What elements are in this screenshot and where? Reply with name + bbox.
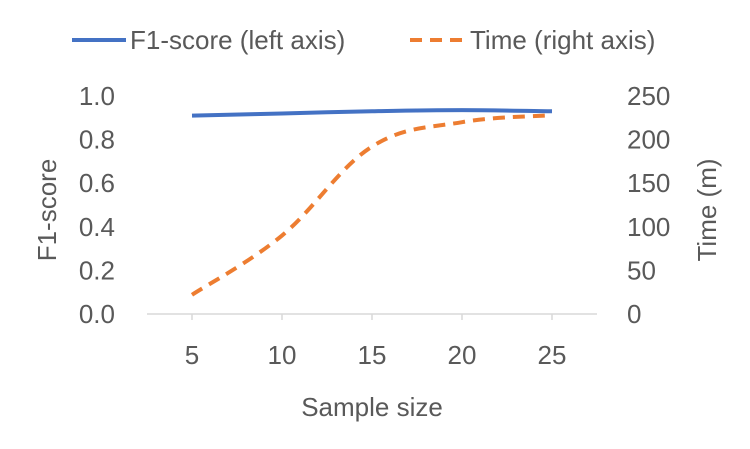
x-tick-label: 25 — [538, 340, 567, 370]
legend-label-f1-score: F1-score (left axis) — [130, 25, 345, 55]
y-right-tick-label: 150 — [627, 168, 670, 198]
y-right-tick-label: 0 — [627, 299, 641, 329]
x-tick-label: 10 — [268, 340, 297, 370]
y-left-tick-label: 0.4 — [79, 212, 115, 242]
y-right-tick-label: 50 — [627, 255, 656, 285]
legend-label-time: Time (right axis) — [470, 25, 655, 55]
y-left-tick-label: 0.6 — [79, 168, 115, 198]
y-left-tick-label: 0.0 — [79, 299, 115, 329]
series-line-f1-score — [191, 108, 553, 118]
x-tick-label: 5 — [185, 340, 199, 370]
y-right-axis-ticks: 0 50 100 150 200 250 — [627, 81, 670, 329]
series-layer — [190, 108, 553, 297]
y-right-tick-label: 200 — [627, 125, 670, 155]
x-axis-title: Sample size — [301, 392, 443, 422]
y-left-tick-label: 0.2 — [79, 255, 115, 285]
y-right-tick-label: 250 — [627, 81, 670, 111]
x-tick-label: 15 — [358, 340, 387, 370]
legend: F1-score (left axis) Time (right axis) — [72, 25, 655, 55]
y-right-axis-title: Time (m) — [692, 158, 722, 261]
y-right-tick-label: 100 — [627, 212, 670, 242]
y-left-tick-label: 1.0 — [79, 81, 115, 111]
y-left-tick-label: 0.8 — [79, 125, 115, 155]
x-tick-label: 20 — [448, 340, 477, 370]
y-left-axis-title: F1-score — [32, 159, 62, 262]
y-left-axis-ticks: 0.0 0.2 0.4 0.6 0.8 1.0 — [79, 81, 115, 329]
x-axis-ticks: 5 10 15 20 25 — [185, 314, 567, 370]
series-line-time — [190, 113, 553, 297]
